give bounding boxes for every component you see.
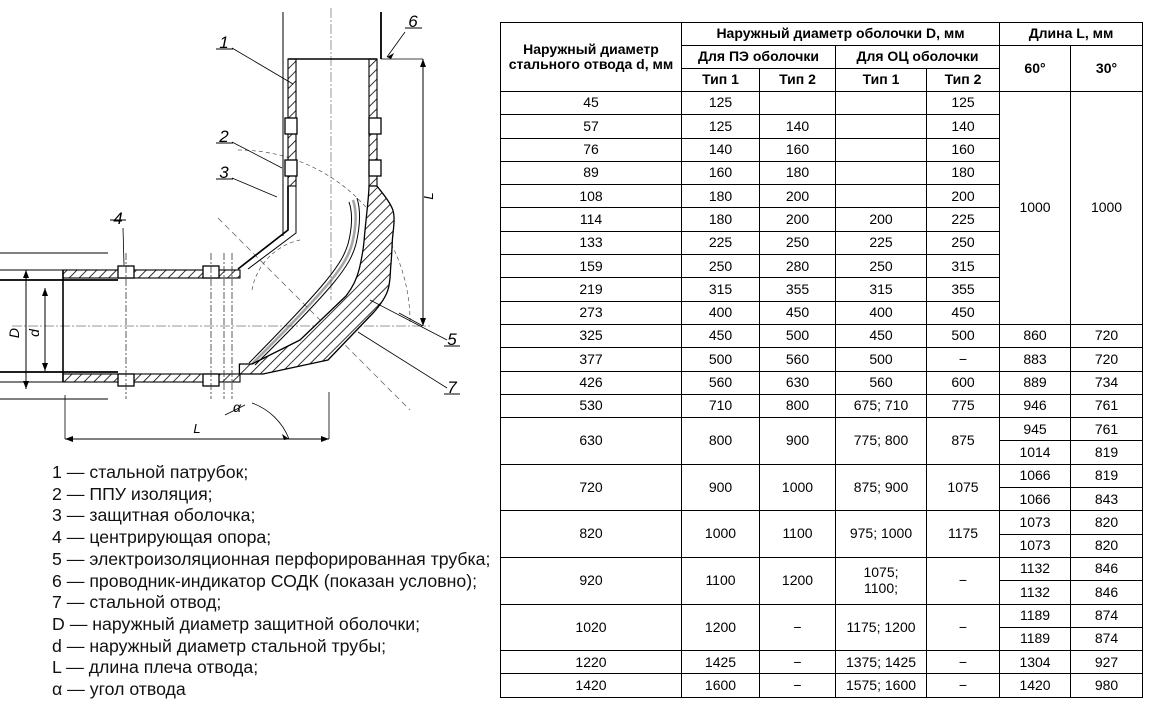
svg-text:d: d	[26, 328, 42, 337]
svg-text:D: D	[6, 328, 22, 338]
svg-text:4: 4	[113, 209, 122, 228]
svg-text:L: L	[193, 421, 200, 436]
svg-text:L: L	[421, 192, 436, 199]
